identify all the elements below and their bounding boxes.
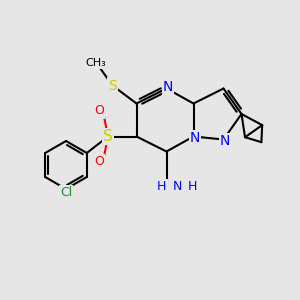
Text: Cl: Cl (60, 186, 72, 199)
Text: S: S (103, 129, 113, 144)
Text: N: N (163, 80, 173, 94)
Text: N: N (172, 179, 182, 193)
Text: H: H (157, 179, 167, 193)
Text: O: O (94, 104, 104, 118)
Text: N: N (220, 134, 230, 148)
Text: S: S (108, 79, 117, 92)
Text: CH₃: CH₃ (85, 58, 106, 68)
Text: N: N (190, 131, 200, 145)
Text: H: H (188, 179, 197, 193)
Text: O: O (94, 155, 104, 169)
